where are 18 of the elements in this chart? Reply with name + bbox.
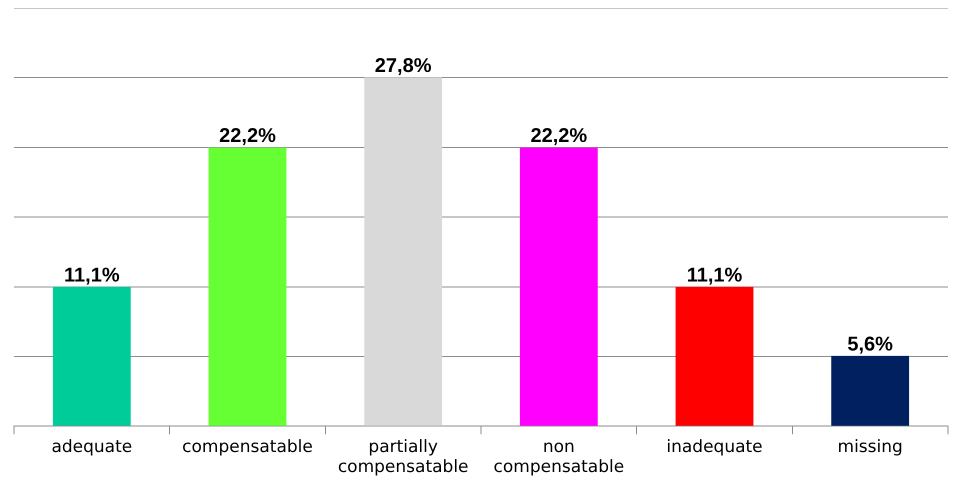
- x-tick-label: compensatable: [182, 436, 313, 457]
- data-label: 22,2%: [219, 125, 276, 148]
- x-tick-label: partially compensatable: [338, 436, 469, 478]
- data-label: 11,1%: [64, 264, 120, 286]
- data-label: 27,8%: [374, 54, 432, 77]
- bar: [52, 286, 131, 426]
- bar: [676, 286, 754, 426]
- bar: [364, 77, 442, 426]
- data-label: 22,2%: [530, 125, 588, 148]
- data-label: 5,6%: [847, 333, 894, 356]
- x-tick-label: missing: [838, 436, 903, 457]
- bar: [831, 356, 910, 426]
- bar: [208, 148, 286, 426]
- x-tick-label: non compensatable: [493, 436, 624, 478]
- x-tick-label: inadequate: [666, 436, 763, 457]
- x-tick-label: adequate: [51, 436, 132, 457]
- data-label: 11,1%: [686, 264, 743, 286]
- bar: [520, 148, 598, 426]
